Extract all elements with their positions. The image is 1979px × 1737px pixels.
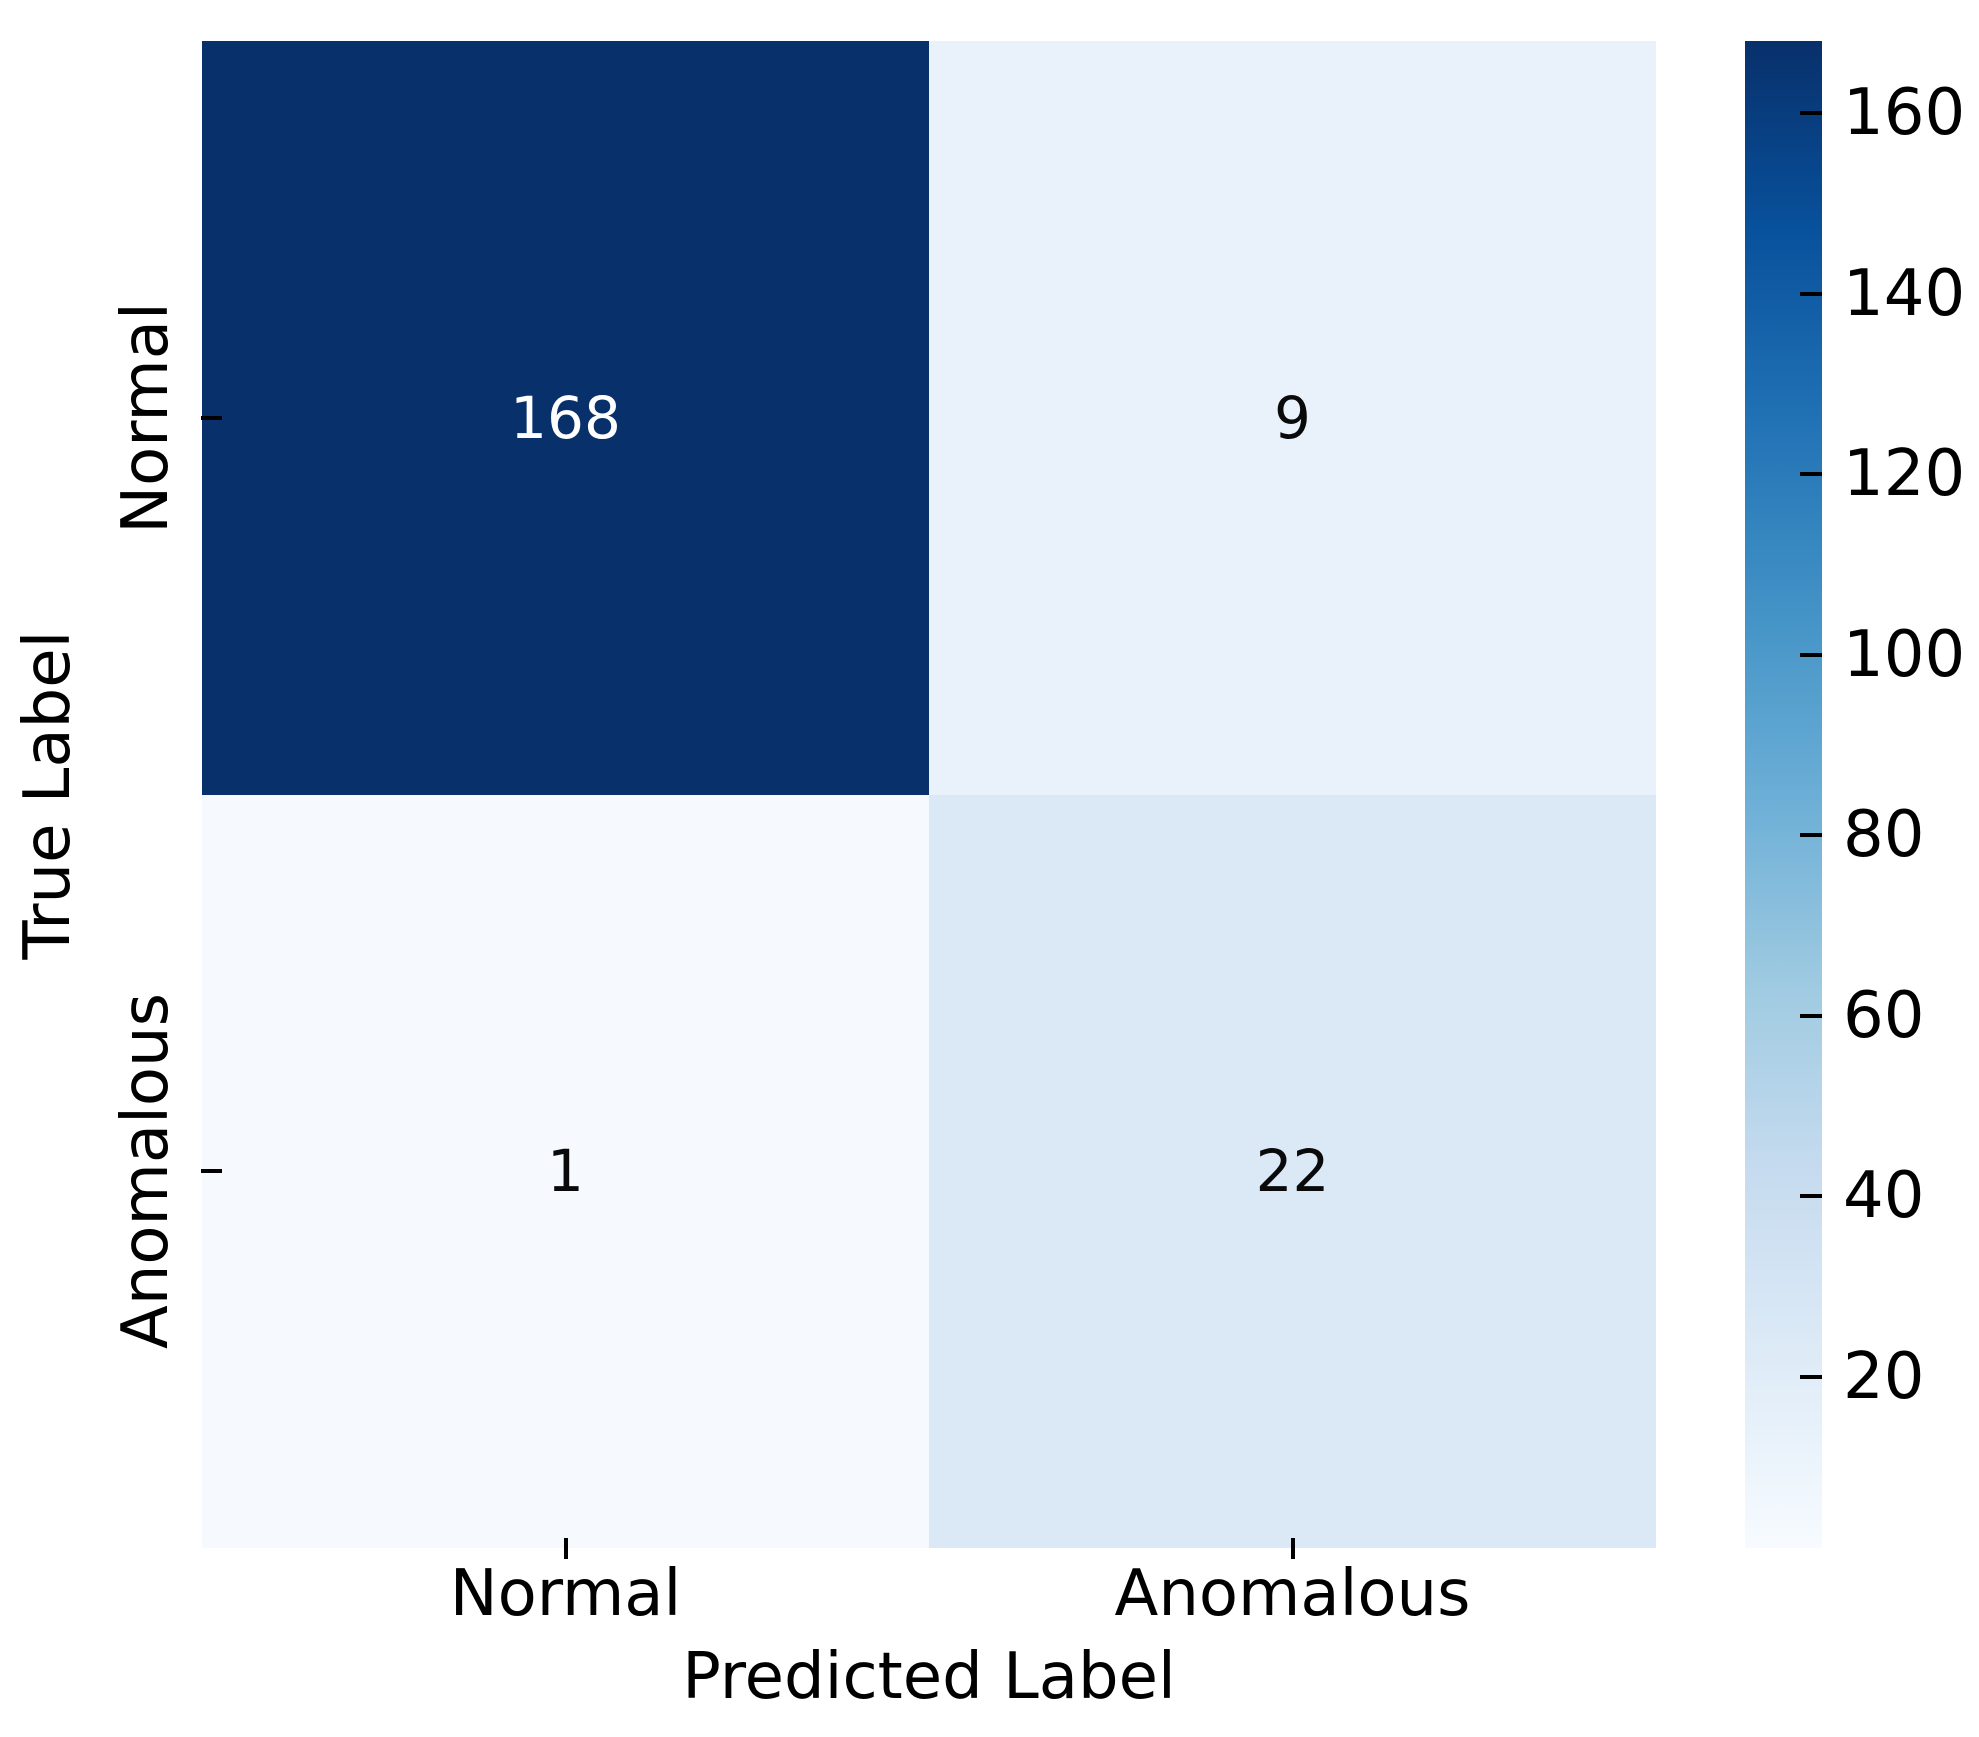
colorbar-tick-label: 100 xyxy=(1843,617,1966,692)
heatmap-cell: 168 xyxy=(202,41,929,795)
x-tick-label: Anomalous xyxy=(1114,1557,1471,1631)
cell-value: 22 xyxy=(1255,1137,1330,1206)
heatmap-cell: 9 xyxy=(929,41,1656,795)
y-axis-label: True Label xyxy=(11,630,85,960)
cell-value: 1 xyxy=(547,1137,584,1206)
colorbar-tick-label: 140 xyxy=(1843,256,1966,331)
colorbar-tick-mark xyxy=(1800,1194,1822,1199)
colorbar-tick-label: 60 xyxy=(1843,978,1925,1053)
y-tick-label: Anomalous xyxy=(109,993,183,1350)
colorbar-tick-label: 80 xyxy=(1843,798,1925,873)
x-tick-mark xyxy=(563,1538,568,1559)
y-tick-mark xyxy=(201,1169,222,1174)
colorbar-tick-label: 160 xyxy=(1843,76,1966,151)
colorbar xyxy=(1745,41,1822,1548)
y-tick-mark xyxy=(201,415,222,420)
colorbar-tick-mark xyxy=(1800,652,1822,657)
colorbar-tick-mark xyxy=(1800,1013,1822,1018)
heatmap-cell: 1 xyxy=(202,794,929,1548)
heatmap-grid: 168 9 1 22 xyxy=(202,41,1656,1548)
colorbar-tick-mark xyxy=(1800,1374,1822,1379)
cell-value: 168 xyxy=(510,383,621,452)
colorbar-tick-mark xyxy=(1800,472,1822,477)
x-tick-label: Normal xyxy=(449,1557,682,1631)
colorbar-tick-mark xyxy=(1800,833,1822,838)
colorbar-tick-mark xyxy=(1800,111,1822,116)
colorbar-tick-label: 20 xyxy=(1843,1339,1925,1414)
colorbar-tick-label: 120 xyxy=(1843,437,1966,512)
colorbar-tick-label: 40 xyxy=(1843,1159,1925,1234)
y-tick-label: Normal xyxy=(109,301,183,534)
heatmap-cell: 22 xyxy=(929,794,1656,1548)
x-tick-mark xyxy=(1290,1538,1295,1559)
x-axis-label: Predicted Label xyxy=(682,1640,1176,1714)
cell-value: 9 xyxy=(1274,383,1311,452)
colorbar-tick-mark xyxy=(1800,291,1822,296)
